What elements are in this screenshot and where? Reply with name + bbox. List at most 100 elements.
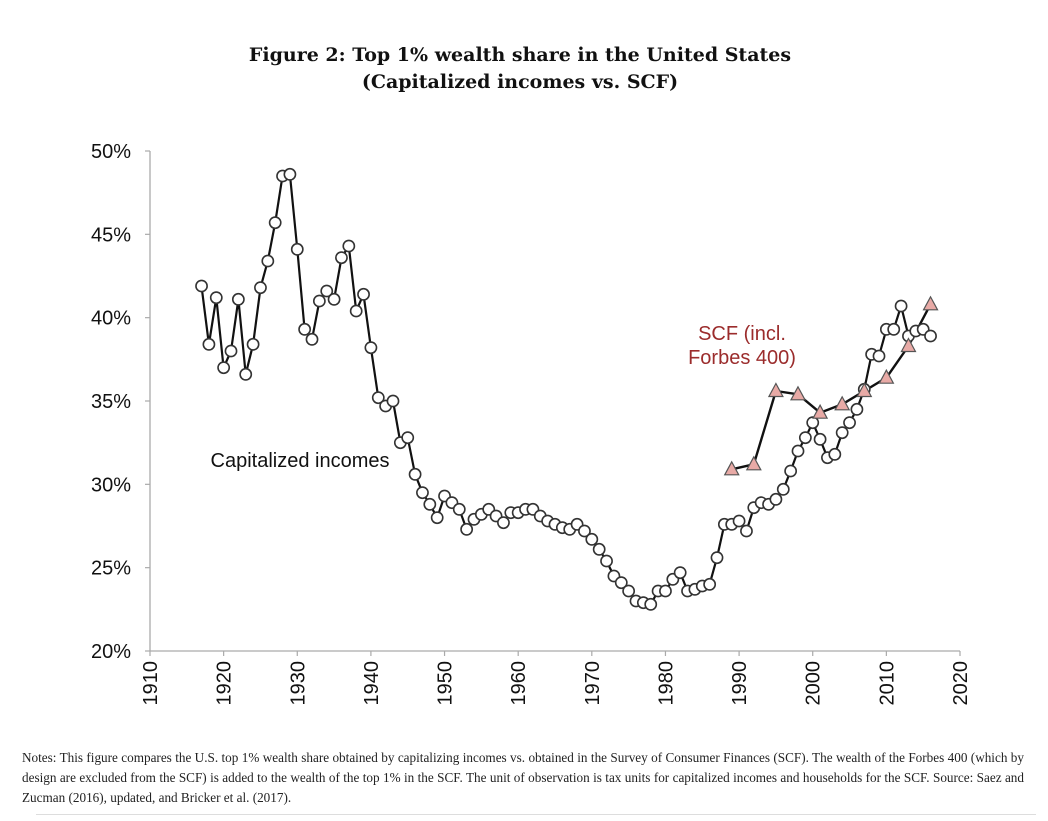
x-tick-label: 1960 <box>508 661 530 706</box>
point-capitalized-incomes <box>740 524 753 538</box>
point-capitalized-incomes <box>349 304 363 318</box>
x-tick-label: 2020 <box>950 661 972 706</box>
point-capitalized-incomes <box>592 542 606 556</box>
y-tick-label: 25% <box>91 558 131 580</box>
point-capitalized-incomes <box>261 254 275 268</box>
line-chart: 20% 25% 30% 35% 40% 45% 50% 1910 1920 1930 1940 195… <box>91 141 972 706</box>
x-tick-label: 2000 <box>803 661 825 706</box>
point-capitalized-incomes <box>828 447 842 461</box>
point-capitalized-incomes <box>872 349 886 363</box>
y-tick-label: 35% <box>91 391 131 413</box>
bottom-divider <box>36 814 1036 815</box>
point-scf <box>789 385 807 401</box>
point-capitalized-incomes <box>305 332 319 346</box>
x-tick-label: 2010 <box>876 661 898 706</box>
point-capitalized-incomes <box>283 167 297 181</box>
x-tick-label: 1970 <box>582 661 604 706</box>
point-capitalized-incomes <box>452 502 466 516</box>
point-capitalized-incomes <box>416 486 429 500</box>
point-capitalized-incomes <box>268 216 282 230</box>
point-capitalized-incomes <box>791 444 805 458</box>
point-capitalized-incomes <box>202 337 216 351</box>
x-tick-label: 1950 <box>435 661 457 706</box>
point-capitalized-incomes <box>312 294 326 308</box>
point-capitalized-incomes <box>327 292 341 306</box>
point-capitalized-incomes <box>673 566 687 580</box>
x-tick-label: 1910 <box>140 661 162 706</box>
point-capitalized-incomes <box>732 514 746 528</box>
point-capitalized-incomes <box>578 524 591 538</box>
point-capitalized-incomes <box>364 341 378 355</box>
point-scf <box>767 382 784 398</box>
point-capitalized-incomes <box>600 554 613 568</box>
chart-title-line1: Figure 2: Top 1% wealth share in the Uni… <box>248 44 792 66</box>
point-capitalized-incomes <box>813 432 827 446</box>
point-scf <box>856 382 873 398</box>
point-capitalized-incomes <box>335 251 348 265</box>
point-capitalized-incomes <box>195 279 208 293</box>
point-scf <box>834 395 851 411</box>
chart-title: Figure 2: Top 1% wealth share in the Uni… <box>0 42 1040 96</box>
point-scf <box>745 455 762 471</box>
point-capitalized-incomes <box>776 482 790 496</box>
point-capitalized-incomes <box>887 322 901 336</box>
point-capitalized-incomes <box>460 522 474 536</box>
point-capitalized-incomes <box>843 416 856 430</box>
point-capitalized-incomes <box>386 394 400 408</box>
y-tick-label: 40% <box>91 308 131 330</box>
point-capitalized-incomes <box>320 284 334 298</box>
point-capitalized-incomes <box>371 391 385 405</box>
point-capitalized-incomes <box>703 577 717 591</box>
x-tick-label: 1940 <box>361 661 383 706</box>
point-capitalized-incomes <box>231 292 245 306</box>
point-capitalized-incomes <box>254 281 267 295</box>
x-tick-label: 1920 <box>214 661 236 706</box>
point-scf <box>812 403 829 419</box>
data-markers <box>195 167 939 611</box>
point-capitalized-incomes <box>246 337 260 351</box>
chart-title-line2: (Capitalized incomes vs. SCF) <box>361 71 679 93</box>
y-tick-label: 20% <box>91 641 131 663</box>
x-tick-label: 1980 <box>655 661 677 706</box>
point-capitalized-incomes <box>850 402 864 416</box>
point-capitalized-incomes <box>894 299 908 313</box>
point-capitalized-incomes <box>290 242 304 256</box>
point-capitalized-incomes <box>798 431 812 445</box>
point-capitalized-incomes <box>423 497 437 511</box>
point-capitalized-incomes <box>217 361 231 375</box>
point-scf <box>900 337 917 353</box>
chart-axes: 20% 25% 30% 35% 40% 45% 50% 1910 1920 1930 1940 195… <box>91 141 972 706</box>
point-capitalized-incomes <box>710 551 724 565</box>
x-tick-label: 1930 <box>287 661 309 706</box>
point-capitalized-incomes <box>224 344 238 358</box>
point-capitalized-incomes <box>835 426 849 440</box>
point-capitalized-incomes <box>239 367 253 381</box>
point-scf <box>922 295 939 311</box>
y-tick-label: 45% <box>91 224 131 246</box>
point-capitalized-incomes <box>357 287 370 301</box>
series-line-scf <box>731 303 932 471</box>
series-line-capitalized-incomes <box>200 173 932 606</box>
point-capitalized-incomes <box>408 467 422 481</box>
point-capitalized-incomes <box>924 329 937 343</box>
point-capitalized-incomes <box>769 492 783 506</box>
figure-notes: Notes: This figure compares the U.S. top… <box>22 750 1024 805</box>
point-capitalized-incomes <box>585 532 599 546</box>
series-lines <box>200 173 932 606</box>
point-capitalized-incomes <box>209 291 223 305</box>
point-scf <box>878 368 895 384</box>
point-capitalized-incomes <box>342 239 356 253</box>
y-tick-label: 30% <box>91 474 131 496</box>
point-scf <box>723 460 740 476</box>
point-capitalized-incomes <box>614 576 628 590</box>
point-capitalized-incomes <box>659 584 672 598</box>
series-label-scf-line1: SCF (incl. <box>698 323 786 345</box>
x-tick-label: 1990 <box>729 661 751 706</box>
series-label-scf-line2: Forbes 400) <box>688 347 796 369</box>
point-capitalized-incomes <box>784 464 798 478</box>
y-tick-label: 50% <box>91 141 131 163</box>
point-capitalized-incomes <box>622 584 636 598</box>
point-capitalized-incomes <box>644 597 658 611</box>
point-capitalized-incomes <box>497 516 510 530</box>
point-capitalized-incomes <box>430 511 444 525</box>
